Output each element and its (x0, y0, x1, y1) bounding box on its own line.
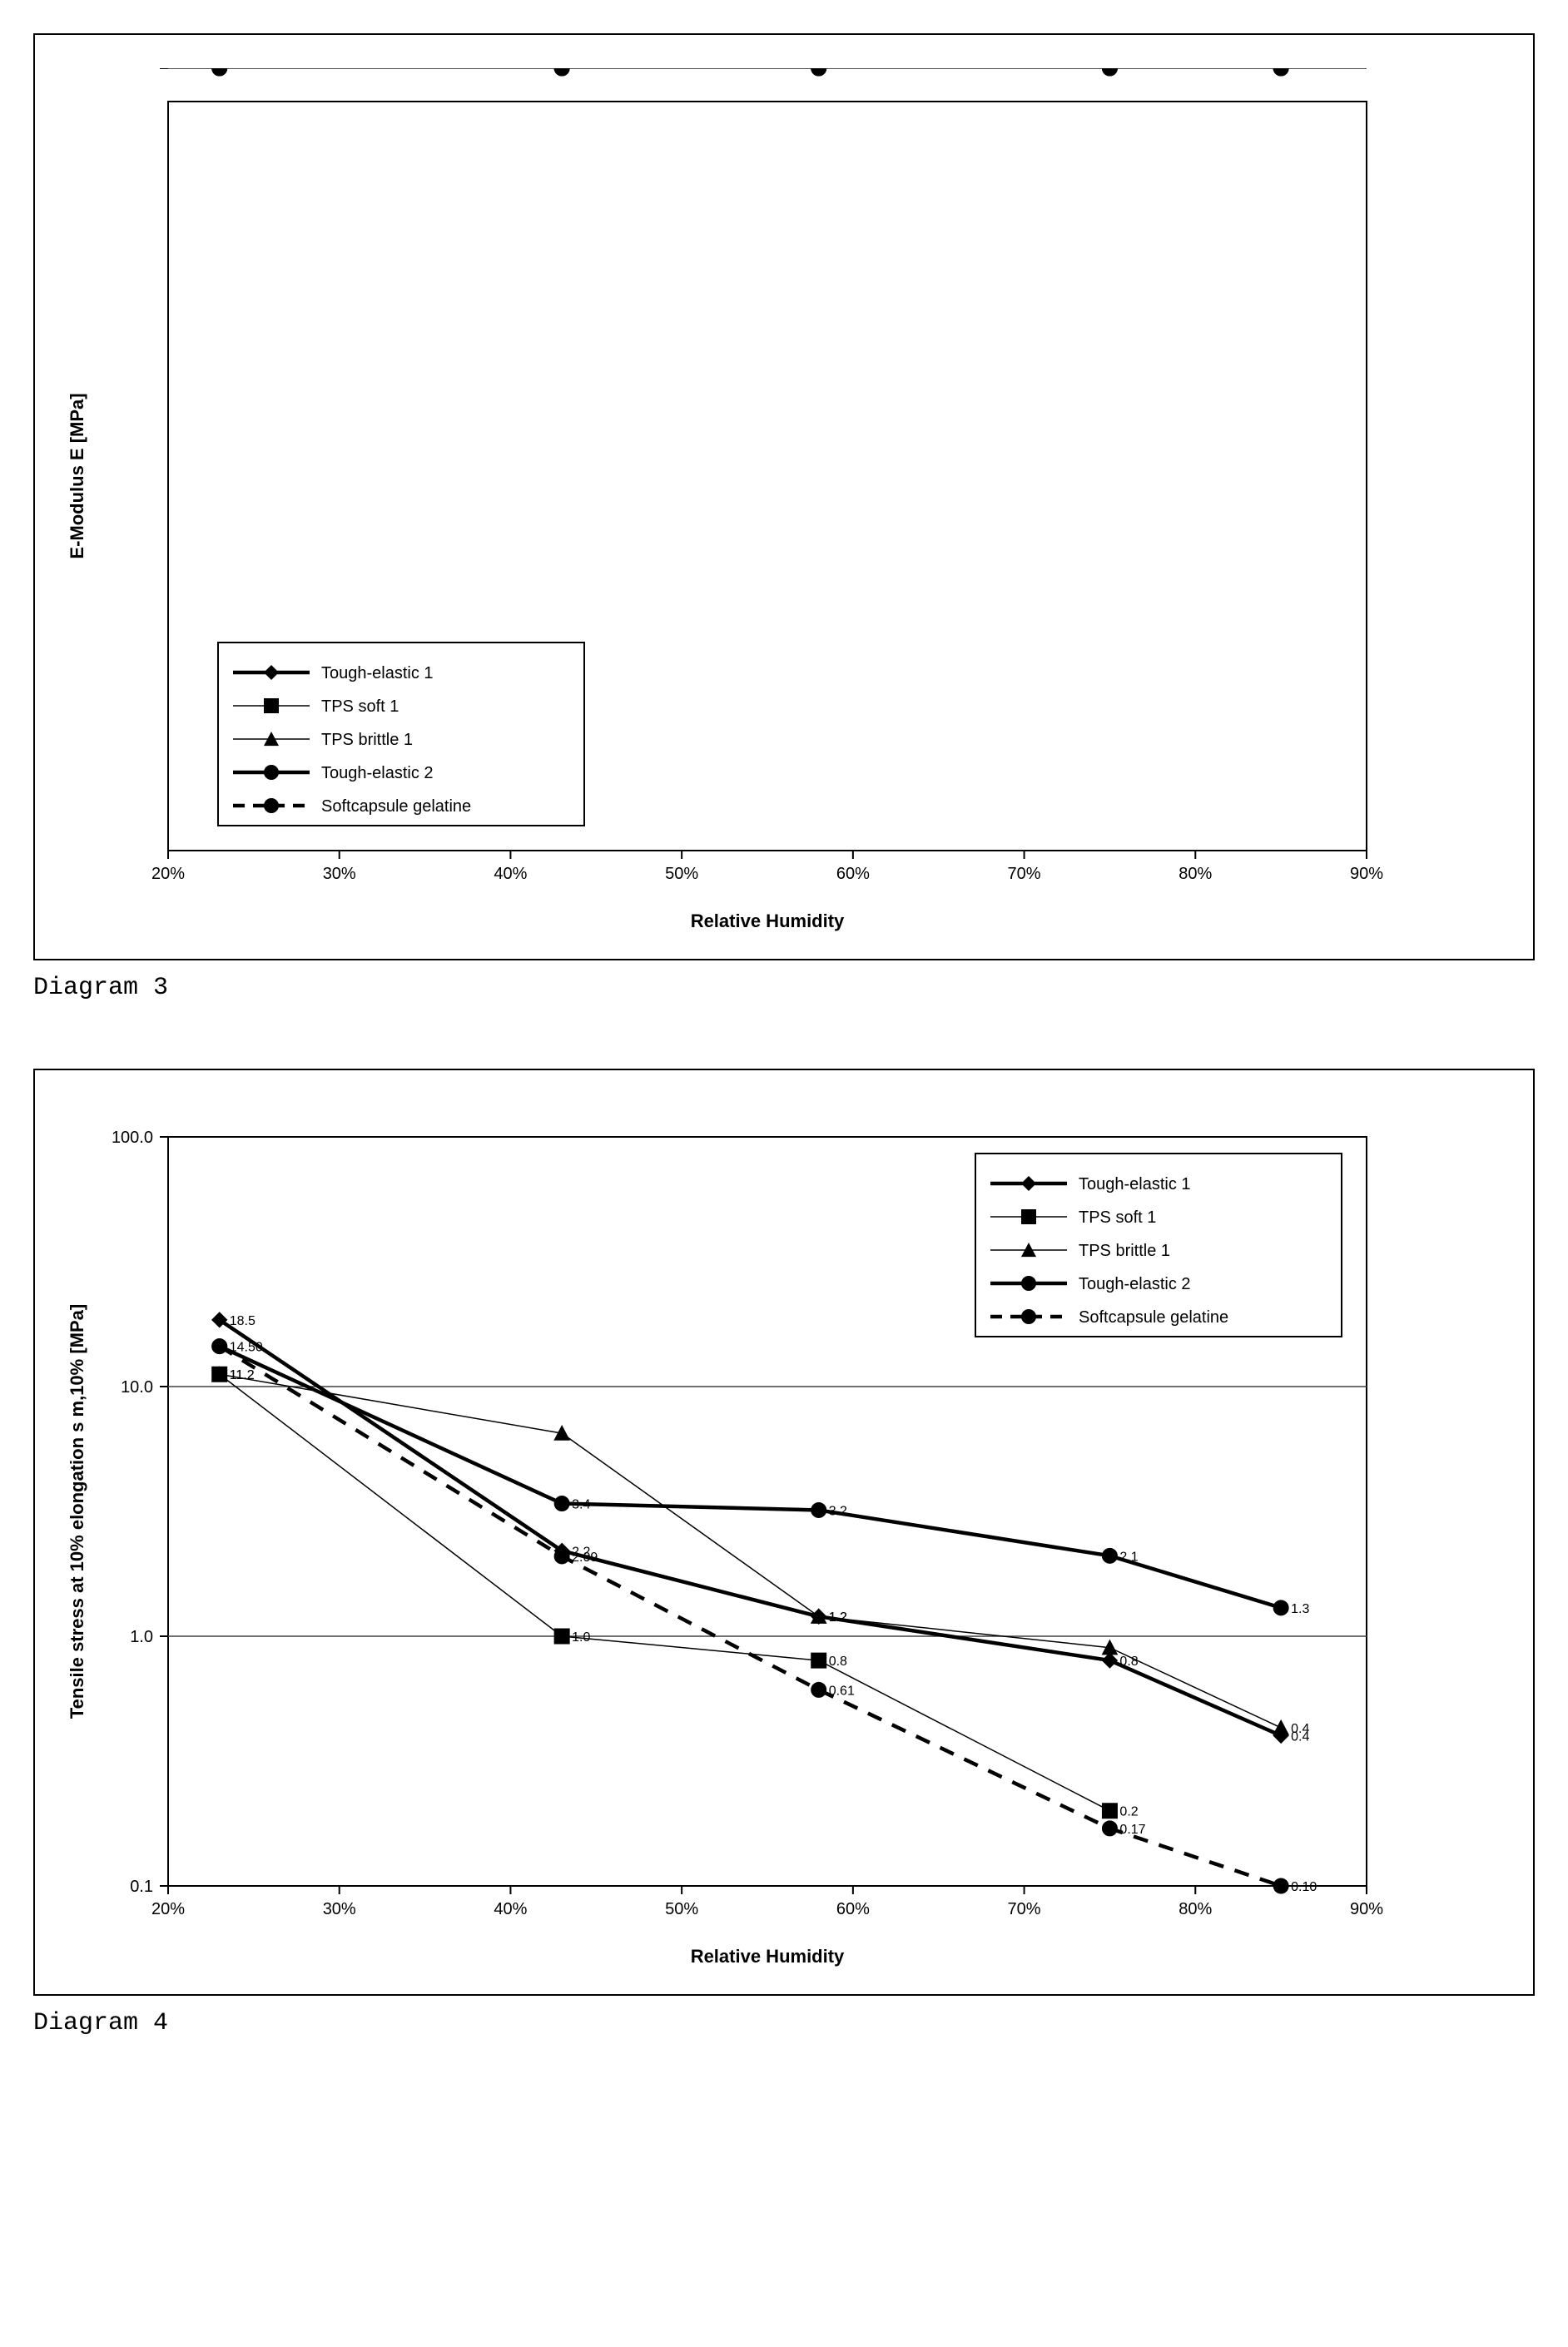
chart-svg: 0110100100020%30%40%50%60%70%80%90%Relat… (60, 68, 1433, 942)
legend-marker-icon (1021, 1309, 1036, 1324)
diagram-caption: Diagram 4 (33, 2009, 1535, 2037)
tick-label-x: 80% (1178, 865, 1212, 883)
tick-label-x: 80% (1178, 1900, 1212, 1918)
tick-label-x: 60% (836, 865, 870, 883)
data-marker (554, 68, 569, 76)
tick-label-x: 50% (665, 1900, 698, 1918)
tick-label-x: 70% (1008, 1900, 1041, 1918)
data-marker (1102, 68, 1117, 76)
data-label: 1.4 (1119, 68, 1138, 72)
chart-frame: 0110100100020%30%40%50%60%70%80%90%Relat… (33, 33, 1535, 960)
data-marker (554, 1549, 569, 1564)
data-label: 3.2 (829, 1504, 847, 1518)
data-label: 2.1 (1119, 1550, 1138, 1564)
x-axis-label: Relative Humidity (691, 1946, 845, 1967)
series-line (220, 1320, 1281, 1736)
data-label: 8.0 (829, 68, 847, 72)
diagram-caption: Diagram 3 (33, 974, 1535, 1002)
data-label: 14.50 (230, 1341, 263, 1355)
data-label: 3.4 (572, 1498, 590, 1512)
data-marker (212, 1339, 227, 1354)
data-label: 18.5 (230, 1314, 256, 1328)
legend-label: TPS soft 1 (1079, 1208, 1156, 1227)
data-label: 0.17 (1119, 1823, 1145, 1837)
data-marker (554, 1496, 569, 1511)
series-line (220, 1347, 1281, 1608)
series-line (220, 1374, 1110, 1810)
tick-label-x: 30% (323, 865, 356, 883)
x-axis-label: Relative Humidity (691, 911, 845, 931)
tick-label-x: 60% (836, 1900, 870, 1918)
legend-label: TPS soft 1 (321, 697, 399, 716)
tick-label-y: 0.1 (130, 1878, 153, 1896)
legend-label: TPS brittle 1 (1079, 1242, 1170, 1260)
legend-marker-icon (1021, 1209, 1036, 1224)
tick-label-x: 30% (323, 1900, 356, 1918)
tick-label-y: 1.0 (130, 1628, 153, 1646)
data-label: 11.2 (230, 1368, 255, 1382)
data-marker (1102, 1804, 1117, 1819)
tick-label-y: 10.0 (121, 1378, 153, 1397)
legend-label: Tough-elastic 1 (1079, 1175, 1191, 1193)
legend-label: Softcapsule gelatine (321, 797, 471, 816)
data-label: 408.0 (230, 68, 263, 72)
data-label: 0.2 (1119, 1805, 1138, 1819)
data-label: 0.61 (829, 1684, 855, 1698)
tick-label-x: 50% (665, 865, 698, 883)
data-marker (1102, 1653, 1117, 1668)
data-marker (554, 1629, 569, 1644)
data-marker (811, 1502, 826, 1517)
data-label: 0.10 (1291, 1880, 1317, 1894)
tick-label-x: 70% (1008, 865, 1041, 883)
legend-marker-icon (1021, 1276, 1036, 1291)
data-marker (1273, 1878, 1288, 1893)
tick-label-x: 90% (1350, 865, 1383, 883)
data-marker (1102, 1821, 1117, 1836)
legend-label: Softcapsule gelatine (1079, 1308, 1228, 1327)
data-marker (212, 68, 227, 76)
data-marker (811, 1682, 826, 1697)
legend-label: TPS brittle 1 (321, 731, 413, 749)
y-axis-label: Tensile stress at 10% elongation s m,10%… (67, 1304, 87, 1719)
data-label: 0.4 (1291, 1722, 1309, 1736)
legend-label: Tough-elastic 1 (321, 664, 434, 682)
data-marker (1273, 1720, 1288, 1734)
data-label: 1.2 (829, 1610, 847, 1625)
tick-label-y: 1000 (117, 68, 154, 72)
legend-marker-icon (264, 798, 279, 813)
data-label: 0.8 (829, 1655, 847, 1669)
tick-label-x: 40% (494, 865, 527, 883)
data-label: 1.3 (1291, 1602, 1309, 1616)
data-marker (1273, 1600, 1288, 1615)
tick-label-x: 90% (1350, 1900, 1383, 1918)
legend-marker-icon (264, 698, 279, 713)
data-marker (811, 68, 826, 76)
legend-marker-icon (264, 765, 279, 780)
data-label: 2.09 (572, 1551, 598, 1565)
legend-label: Tough-elastic 2 (1079, 1275, 1191, 1293)
legend-label: Tough-elastic 2 (321, 764, 434, 782)
tick-label-x: 20% (151, 1900, 185, 1918)
chart-frame: 0.1 1.0 10.0 100.0 20% 30% 40% 50% 60% 70% 80% 90% R… (33, 1069, 1535, 1996)
y-axis-label: E-Modulus E [MPa] (67, 393, 87, 558)
chart-svg: 0.1 1.0 10.0 100.0 20% 30% 40% 50% 60% 70% 80% 90% R… (60, 1104, 1433, 1977)
tick-label-y: 100.0 (112, 1129, 153, 1147)
data-marker (1102, 1548, 1117, 1563)
data-label: 47.5 (572, 68, 598, 72)
data-marker (1273, 68, 1288, 76)
tick-label-x: 40% (494, 1900, 527, 1918)
tick-label-x: 20% (151, 865, 185, 883)
data-label: 1.0 (572, 1630, 590, 1645)
data-label: 0.7 (1291, 68, 1309, 72)
data-marker (811, 1653, 826, 1668)
